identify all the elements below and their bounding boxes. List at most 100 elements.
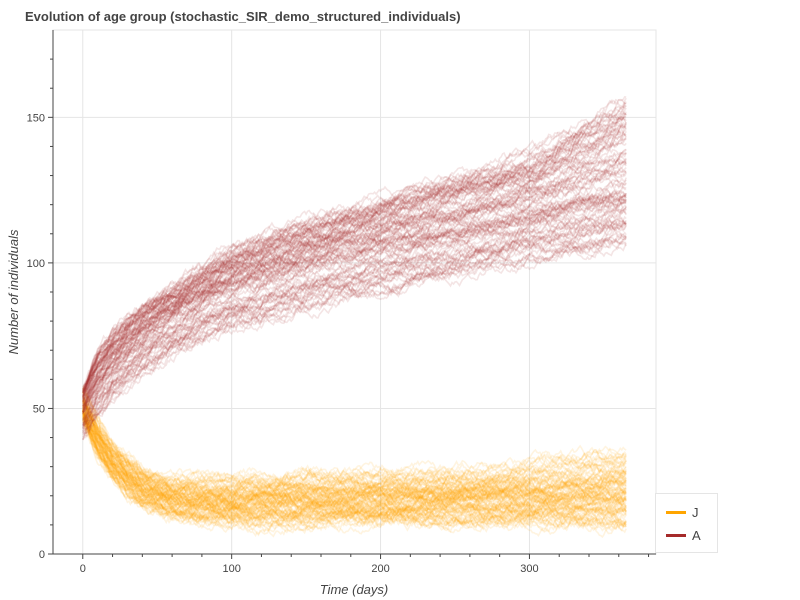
run-line-a [82,104,627,389]
run-line-a [82,240,627,441]
run-line-a [82,221,627,426]
axes: 0 100 200 300 0 50 100 150 [27,30,656,575]
run-line-j [82,407,627,516]
run-line-a [82,168,627,403]
series-a [82,96,627,441]
run-line-j [82,416,627,532]
run-line-j [82,398,627,498]
run-line-a [82,186,627,409]
legend-item-a: A [666,525,701,545]
run-line-a [82,190,627,411]
run-line-a [82,186,627,408]
run-line-j [82,404,627,502]
run-line-j [82,410,627,518]
run-line-j [82,414,627,529]
run-line-a [82,193,627,414]
run-line-a [82,112,627,391]
run-line-a [82,113,627,394]
run-line-j [82,405,627,511]
run-line-j [82,412,627,527]
run-line-a [82,192,627,415]
run-line-a [82,192,627,413]
run-line-a [82,224,627,430]
run-line-j [82,410,627,522]
run-line-j [82,389,627,493]
legend-item-j: J [666,502,699,522]
run-line-j [82,399,627,503]
run-line-j [82,411,627,525]
run-line-j [82,410,627,522]
run-line-a [82,185,627,411]
run-line-a [82,107,627,393]
run-line-a [82,209,627,424]
run-line-j [82,418,627,528]
run-line-j [82,387,627,490]
run-line-a [82,130,627,396]
run-line-j [82,415,627,537]
run-line-j [82,395,627,493]
run-line-j [82,414,627,525]
run-line-j [82,410,627,520]
run-line-a [82,235,627,438]
run-line-j [82,409,627,511]
run-line-j [82,411,627,517]
run-line-a [82,184,627,407]
run-line-j [82,416,627,532]
run-line-j [82,407,627,513]
run-line-a [82,200,627,420]
run-line-a [82,204,627,421]
run-line-a [82,234,627,434]
run-line-a [82,190,627,408]
run-line-j [82,408,627,508]
run-line-j [82,413,627,521]
run-line-a [82,122,627,393]
run-line-j [82,410,627,520]
run-line-j [82,408,627,514]
run-line-j [82,400,627,500]
run-line-j [82,395,627,498]
run-line-j [82,405,627,504]
run-line-a [82,151,627,399]
run-line-a [82,179,627,408]
run-line-j [82,406,627,515]
run-line-j [82,417,627,526]
run-line-j [82,410,627,514]
run-line-j [82,412,627,521]
run-line-j [82,410,627,520]
run-line-a [82,157,627,398]
run-line-j [82,398,627,505]
chart-title: Evolution of age group (stochastic_SIR_d… [25,9,461,24]
run-line-j [82,409,627,520]
run-line-a [82,159,627,401]
run-line-a [82,161,627,406]
run-line-j [82,398,627,500]
run-line-j [82,415,627,530]
run-line-a [82,197,627,413]
run-line-j [82,396,627,496]
run-line-a [82,148,627,399]
run-line-j [82,416,627,533]
run-line-j [82,409,627,513]
run-line-j [82,398,627,497]
run-line-j [82,414,627,523]
run-line-a [82,125,627,392]
run-line-a [82,193,627,412]
run-line-a [82,152,627,402]
run-line-a [82,98,627,392]
run-line-j [82,401,627,510]
run-line-j [82,407,627,511]
run-line-a [82,131,627,398]
x-tick-label: 100 [222,563,240,575]
run-line-a [82,219,627,435]
run-line-a [82,218,627,427]
run-line-a [82,220,627,433]
run-line-j [82,406,627,512]
run-line-j [82,391,627,487]
run-line-j [82,402,627,508]
run-line-j [82,384,627,490]
run-line-a [82,207,627,421]
run-line-j [82,401,627,509]
legend-swatch-j [666,510,686,514]
run-line-a [82,169,627,407]
run-line-j [82,391,627,489]
